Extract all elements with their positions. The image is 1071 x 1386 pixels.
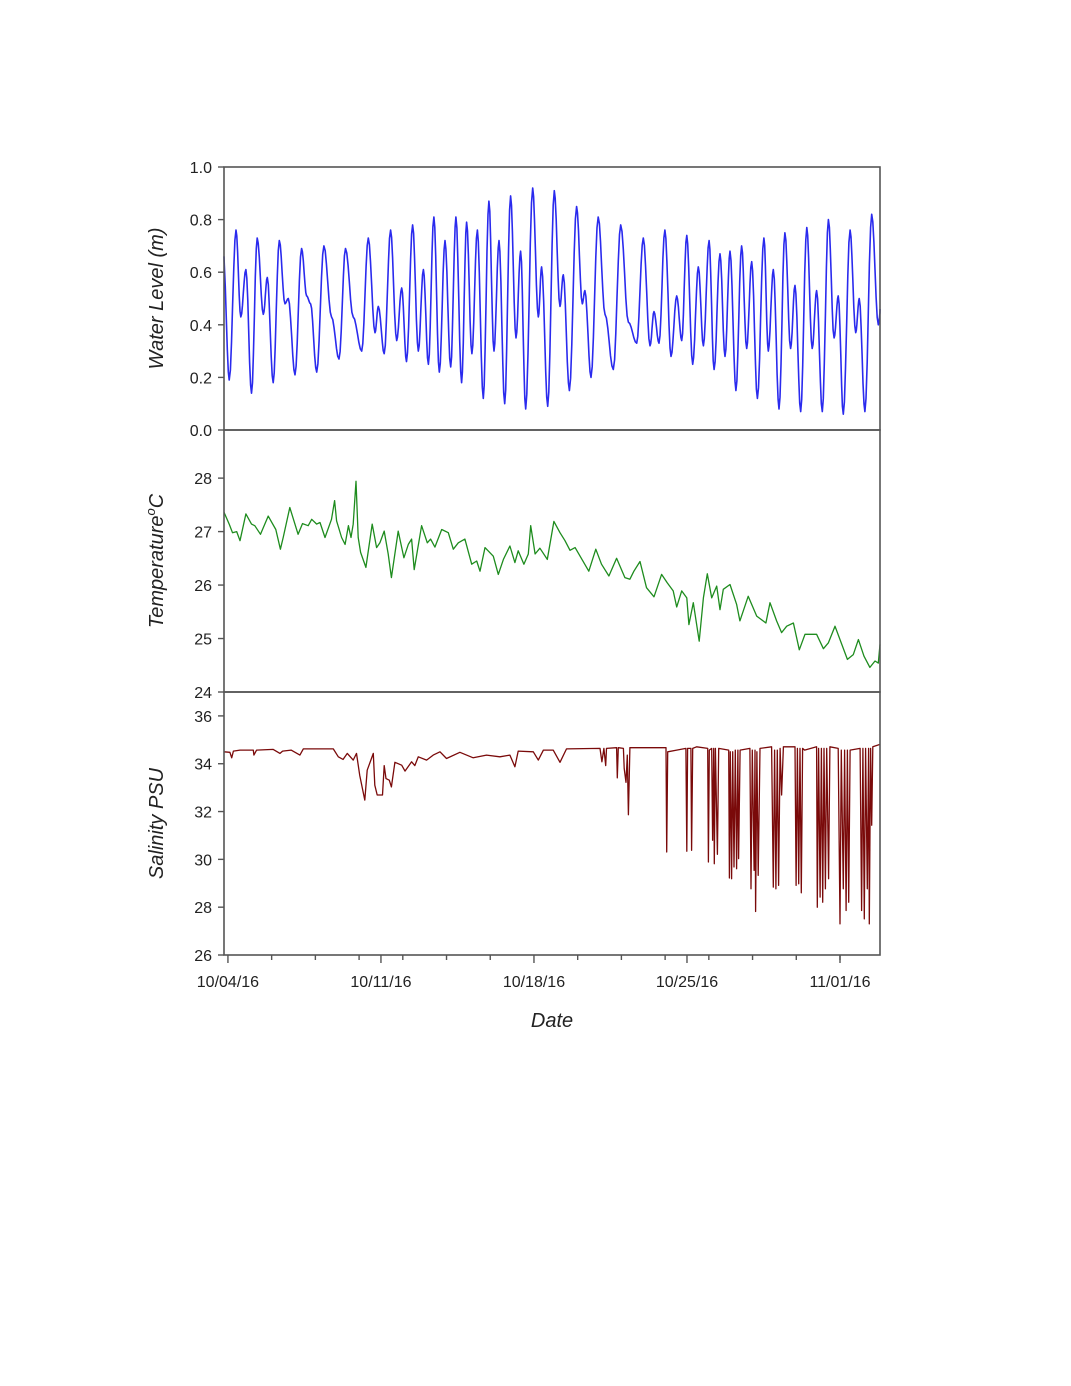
y-axis-title: TemperatureoC [143, 493, 168, 628]
y-tick-label: 24 [194, 685, 212, 702]
y-tick-label: 0.6 [190, 265, 212, 282]
x-tick-label: 10/18/16 [503, 974, 565, 991]
y-tick-label: 0.0 [190, 423, 212, 440]
y-tick-label: 27 [194, 525, 212, 542]
panel-top: 0.0 0.2 0.4 0.6 0.8 1.0 Water Level (m) [146, 160, 881, 440]
water-level-line [223, 187, 881, 416]
y-axis-title: Salinity PSU [146, 767, 168, 879]
y-tick-label: 1.0 [190, 160, 212, 177]
x-axis-title: Date [531, 1010, 573, 1032]
y-tick-label: 0.4 [190, 318, 212, 335]
y-tick-label: 36 [194, 709, 212, 726]
y-tick-label: 32 [194, 805, 212, 822]
y-tick-label: 26 [194, 578, 212, 595]
y-tick-label: 25 [194, 632, 212, 649]
x-tick-label: 10/11/16 [350, 974, 411, 991]
panel-frame [223, 166, 881, 431]
x-tick-label: 10/25/16 [656, 974, 718, 991]
panel-frame [223, 429, 881, 693]
y-tick-label: 30 [194, 852, 212, 869]
x-tick-label: 10/04/16 [197, 974, 259, 991]
y-tick-label: 0.8 [190, 213, 212, 230]
x-axis: 10/04/16 10/11/16 10/18/16 10/25/16 11/01/16 [197, 955, 871, 991]
y-axis-title: Water Level (m) [146, 228, 168, 370]
panel-middle: 24 25 26 27 28 TemperatureoC [143, 429, 881, 702]
panel-bottom: 26 28 30 32 34 36 Salinity PSU [146, 691, 881, 965]
y-tick-label: 0.2 [190, 370, 212, 387]
salinity-line [223, 743, 881, 925]
y-tick-label: 28 [194, 900, 212, 917]
x-tick-label: 11/01/16 [809, 974, 870, 991]
y-tick-label: 28 [194, 471, 212, 488]
y-tick-label: 34 [194, 757, 212, 774]
panel-frame [223, 691, 881, 956]
temperature-line [223, 480, 881, 669]
y-tick-label: 26 [194, 948, 212, 965]
